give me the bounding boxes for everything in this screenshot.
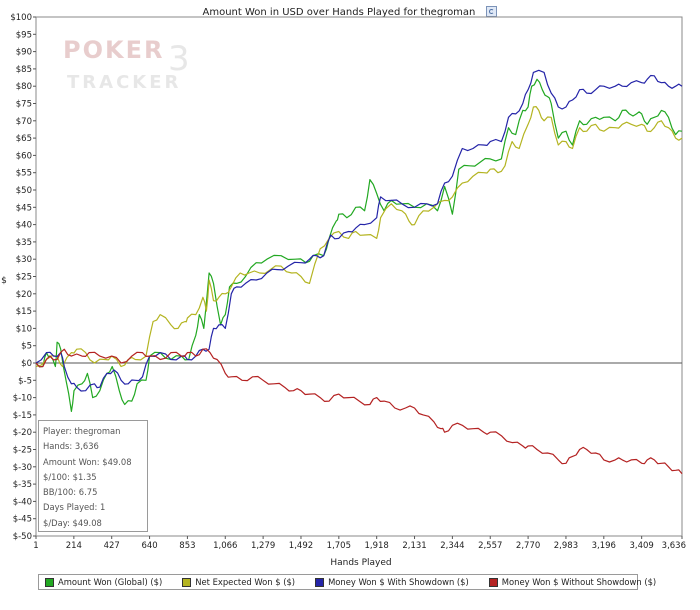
stat-dollars-per-day: $/Day: $49.08 — [43, 517, 102, 528]
y-tick-label: $45 — [16, 203, 32, 213]
x-tick-label: 3,409 — [629, 541, 653, 551]
y-tick-label: $-15 — [13, 411, 32, 421]
y-tick-label: $75 — [16, 100, 32, 110]
x-tick-label: 1,705 — [327, 541, 351, 551]
legend-item[interactable]: Money Won $ Without Showdown ($) — [488, 577, 657, 587]
watermark-line1-suffix: 3 — [168, 39, 190, 79]
legend-item[interactable]: Amount Won (Global) ($) — [45, 577, 162, 587]
series-line-3 — [35, 348, 683, 475]
y-axis-label: $ — [1, 276, 7, 286]
y-tick-label: $-50 — [13, 532, 32, 542]
y-tick-label: $-10 — [13, 394, 32, 404]
y-tick-label: $65 — [16, 134, 32, 144]
x-tick-label: 1,279 — [251, 541, 275, 551]
y-tick-label: $30 — [16, 255, 32, 265]
y-tick-label: $-25 — [13, 446, 32, 456]
stat-bb-per-100: BB/100: 6.75 — [43, 487, 98, 498]
stat-dollars-per-100: $/100: $1.35 — [43, 471, 97, 482]
y-tick-label: $-30 — [13, 463, 32, 473]
y-tick-label: $80 — [16, 82, 32, 92]
x-tick-label: 3,196 — [592, 541, 616, 551]
y-tick-label: $55 — [16, 169, 32, 179]
legend-item[interactable]: Net Expected Won $ ($) — [182, 577, 295, 587]
stat-hands: Hands: 3,636 — [43, 441, 99, 452]
y-tick-label: $-20 — [13, 428, 32, 438]
y-tick-label: $20 — [16, 290, 32, 300]
stat-player: Player: thegroman — [43, 426, 121, 436]
series-layer — [35, 69, 683, 475]
y-tick-label: $85 — [16, 65, 32, 75]
legend-label: Amount Won (Global) ($) — [58, 577, 163, 587]
y-tick-label: $0 — [21, 359, 32, 369]
y-tick-label: $-45 — [13, 515, 32, 525]
y-tick-label: $-35 — [13, 480, 32, 490]
legend-swatch — [182, 577, 192, 587]
chart-title: Amount Won in USD over Hands Played for … — [202, 7, 476, 18]
legend-label: Money Won $ With Showdown ($) — [328, 577, 469, 587]
x-tick-label: 2,131 — [402, 541, 426, 551]
series-line-2 — [35, 69, 683, 392]
y-tick-label: $-40 — [13, 497, 32, 507]
chart-legend: Amount Won (Global) ($) Net Expected Won… — [38, 574, 656, 590]
legend-label: Net Expected Won $ ($) — [195, 577, 296, 587]
y-tick-label: $70 — [16, 117, 32, 127]
y-tick-label: $25 — [16, 273, 32, 283]
x-tick-label: 1,066 — [213, 541, 237, 551]
x-tick-label: 853 — [179, 541, 195, 551]
y-tick-label: $35 — [16, 238, 32, 248]
stat-amount-won: Amount Won: $49.08 — [43, 456, 132, 467]
series-line-1 — [35, 106, 683, 368]
legend-swatch — [45, 577, 54, 587]
x-tick-label: 1 — [33, 541, 38, 551]
x-tick-label: 214 — [66, 541, 82, 551]
x-tick-label: 1,918 — [365, 541, 389, 551]
y-tick-label: $90 — [16, 48, 32, 58]
y-tick-label: $50 — [16, 186, 32, 196]
y-tick-label: $40 — [16, 221, 32, 231]
y-tick-label: $95 — [16, 30, 32, 40]
x-tick-label: 2,983 — [554, 541, 578, 551]
axes: $-50 $-45 $-40 $-35 $-30 $-25 $-20 $-15 $-10 $-5 $… — [10, 13, 686, 551]
legend-swatch — [488, 577, 498, 587]
y-tick-label: $-5 — [18, 376, 32, 386]
x-tick-label: 427 — [104, 541, 120, 551]
y-tick-label: $15 — [16, 307, 32, 317]
x-tick-label: 2,344 — [440, 541, 464, 551]
watermark-line2: TRACKER — [67, 72, 181, 93]
x-tick-label: 1,492 — [289, 541, 313, 551]
stat-days-played: Days Played: 1 — [43, 502, 106, 513]
watermark-line1: POKER — [63, 36, 164, 64]
x-axis-label: Hands Played — [330, 558, 391, 568]
x-tick-label: 3,636 — [662, 541, 686, 551]
y-tick-label: $100 — [10, 13, 32, 23]
poker-tracker-watermark: POKER 3 TRACKER — [63, 36, 190, 93]
x-tick-label: 640 — [141, 541, 157, 551]
x-tick-label: 2,557 — [478, 541, 502, 551]
y-tick-label: $60 — [16, 151, 32, 161]
legend-label: Money Won $ Without Showdown ($) — [501, 577, 657, 587]
legend-item[interactable]: Money Won $ With Showdown ($) — [315, 577, 469, 587]
player-stats-box: Player: thegroman Hands: 3,636 Amount Wo… — [38, 420, 148, 532]
y-tick-label: $5 — [21, 342, 32, 352]
y-tick-label: $10 — [16, 324, 32, 334]
series-line-0 — [35, 78, 683, 412]
x-tick-label: 2,770 — [516, 541, 540, 551]
legend-swatch — [315, 577, 325, 587]
